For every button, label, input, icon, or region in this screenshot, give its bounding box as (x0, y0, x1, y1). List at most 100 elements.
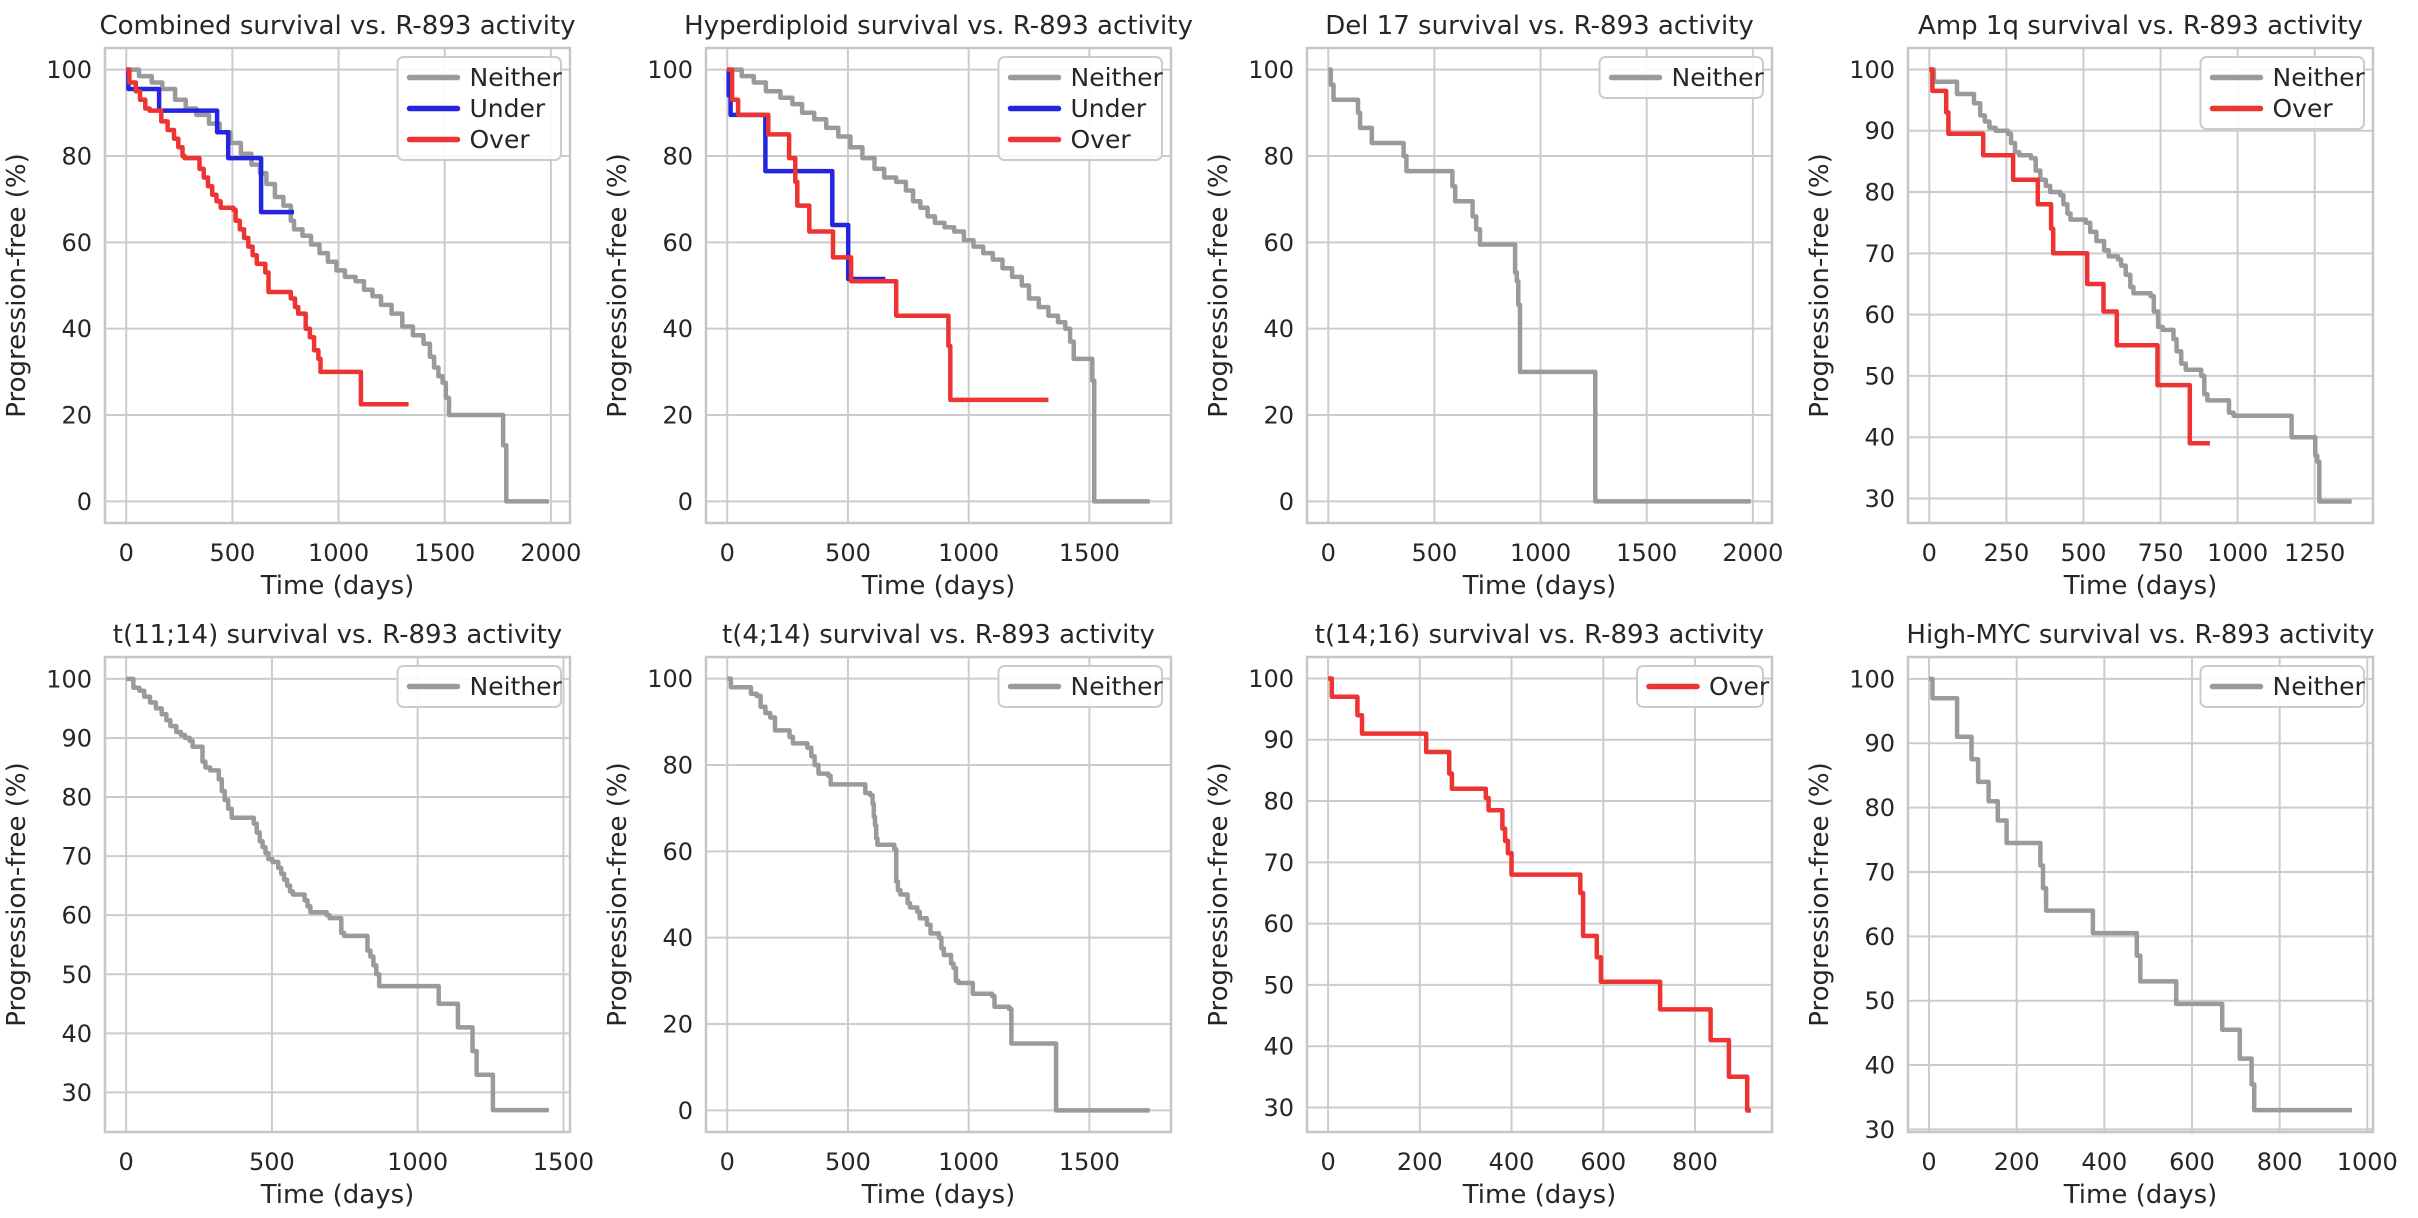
y-axis-label: Progression-free (%) (1204, 762, 1234, 1026)
plot-border (103, 655, 572, 1134)
y-axis-label: Progression-free (%) (2, 762, 32, 1026)
x-tick-label: 1250 (2284, 539, 2345, 567)
y-tick-label: 90 (1263, 726, 1294, 754)
series-neither-line (1929, 676, 2352, 1113)
plot-border (1305, 46, 1774, 525)
series-neither-line (126, 676, 549, 1113)
y-tick-label: 100 (1849, 665, 1895, 693)
y-axis-label: Progression-free (%) (1805, 762, 1835, 1026)
x-tick-label: 1500 (414, 539, 475, 567)
plot-border (1305, 655, 1774, 1134)
x-tick-label: 1500 (1616, 539, 1677, 567)
y-tick-label: 40 (662, 924, 693, 952)
legend-box (2199, 665, 2365, 708)
series-under-line (726, 67, 886, 282)
series-neither-line (727, 67, 1150, 504)
x-tick-label: 1500 (1059, 1148, 1120, 1176)
y-tick-label: 40 (1263, 315, 1294, 343)
y-tick-label: 80 (662, 751, 693, 779)
y-axis-label: Progression-free (%) (2, 153, 32, 417)
y-tick-label: 70 (61, 843, 92, 871)
plot-border (103, 46, 572, 525)
x-tick-label: 400 (2081, 1148, 2127, 1176)
y-tick-label: 90 (1864, 117, 1895, 145)
legend-box (396, 665, 562, 708)
y-tick-label: 30 (61, 1079, 92, 1107)
y-tick-label: 80 (1864, 179, 1895, 207)
chart-title: Del 17 survival vs. R-893 activity (1325, 11, 1754, 41)
y-tick-label: 60 (61, 902, 92, 930)
y-tick-label: 20 (662, 402, 693, 430)
x-axis-label: Time (days) (260, 1180, 415, 1210)
x-tick-label: 2000 (520, 539, 581, 567)
x-axis-label: Time (days) (260, 571, 415, 601)
legend-label-neither: Neither (1071, 672, 1164, 701)
x-tick-label: 1000 (938, 539, 999, 567)
chart-title: t(11;14) survival vs. R-893 activity (113, 620, 562, 650)
legend: Neither (396, 665, 563, 708)
legend-box (1636, 665, 1764, 708)
x-tick-label: 600 (2169, 1148, 2215, 1176)
legend: Neither (1598, 56, 1765, 99)
y-tick-label: 20 (662, 1011, 693, 1039)
chart-title: t(4;14) survival vs. R-893 activity (722, 620, 1155, 650)
y-tick-label: 100 (1248, 56, 1294, 84)
legend-label-under: Under (1071, 94, 1147, 123)
legend-label-neither: Neither (470, 63, 563, 92)
y-tick-label: 100 (46, 56, 92, 84)
y-tick-label: 60 (662, 838, 693, 866)
legend-label-neither: Neither (1672, 63, 1765, 92)
legend-label-neither: Neither (1071, 63, 1164, 92)
y-tick-label: 0 (1279, 488, 1294, 516)
y-tick-label: 80 (1263, 788, 1294, 816)
chart-title: t(14;16) survival vs. R-893 activity (1315, 620, 1764, 650)
x-tick-label: 1000 (1510, 539, 1571, 567)
y-tick-label: 90 (1864, 730, 1895, 758)
x-tick-label: 500 (209, 539, 255, 567)
y-tick-label: 40 (1864, 424, 1895, 452)
y-tick-label: 80 (61, 142, 92, 170)
x-tick-label: 0 (118, 1148, 133, 1176)
y-tick-label: 90 (61, 724, 92, 752)
chart-hyperdiploid: 0 500 1000 1500 0 20 40 60 80 100 Time (days) Progr… (603, 11, 1193, 601)
x-tick-label: 0 (720, 539, 735, 567)
x-tick-label: 500 (825, 539, 871, 567)
chart-combined: 0 500 1000 1500 2000 0 20 40 60 80 100 Time (days) P… (2, 11, 581, 601)
x-tick-label: 0 (1921, 1148, 1936, 1176)
series-neither-line (1929, 67, 2352, 504)
series-neither-line (1328, 67, 1751, 504)
legend-label-over: Over (1709, 672, 1770, 701)
chart-del17: 0 500 1000 1500 2000 0 20 40 60 80 100 Time (days) P… (1204, 11, 1783, 601)
x-tick-label: 0 (1320, 1148, 1335, 1176)
chart-t1416: 0 200 400 600 800 30 40 50 60 70 80 90 100 Time (days… (1204, 620, 1774, 1210)
y-tick-label: 40 (61, 315, 92, 343)
chart-title: Combined survival vs. R-893 activity (99, 11, 575, 41)
series-over-line (126, 67, 409, 407)
series-under-line (126, 67, 294, 215)
y-tick-label: 80 (1864, 794, 1895, 822)
y-tick-label: 70 (1263, 849, 1294, 877)
y-axis-label: Progression-free (%) (603, 153, 633, 417)
y-tick-label: 100 (647, 56, 693, 84)
y-axis-label: Progression-free (%) (1204, 153, 1234, 417)
y-tick-label: 30 (1864, 1116, 1895, 1144)
y-tick-label: 20 (1263, 402, 1294, 430)
x-tick-label: 800 (1672, 1148, 1718, 1176)
plot-border (704, 655, 1173, 1134)
x-tick-label: 500 (825, 1148, 871, 1176)
y-tick-label: 60 (1864, 301, 1895, 329)
plot-border (704, 46, 1173, 525)
chart-t414: 0 500 1000 1500 0 20 40 60 80 100 Time (days) Progr… (603, 620, 1173, 1210)
y-tick-label: 100 (647, 665, 693, 693)
y-tick-label: 100 (1248, 665, 1294, 693)
y-tick-label: 60 (662, 229, 693, 257)
series-neither-line (126, 67, 549, 504)
x-tick-label: 1000 (308, 539, 369, 567)
legend-label-neither: Neither (2273, 672, 2366, 701)
y-tick-label: 50 (1263, 971, 1294, 999)
x-tick-label: 600 (1580, 1148, 1626, 1176)
y-tick-label: 40 (662, 315, 693, 343)
